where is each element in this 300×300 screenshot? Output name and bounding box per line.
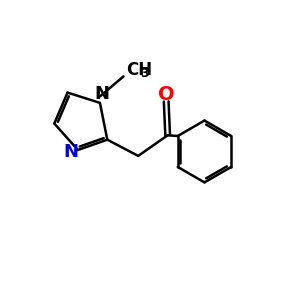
Text: N: N (63, 143, 78, 161)
Text: O: O (158, 85, 175, 104)
Text: N: N (95, 85, 110, 103)
Text: CH: CH (126, 61, 153, 79)
Text: 3: 3 (140, 67, 148, 80)
